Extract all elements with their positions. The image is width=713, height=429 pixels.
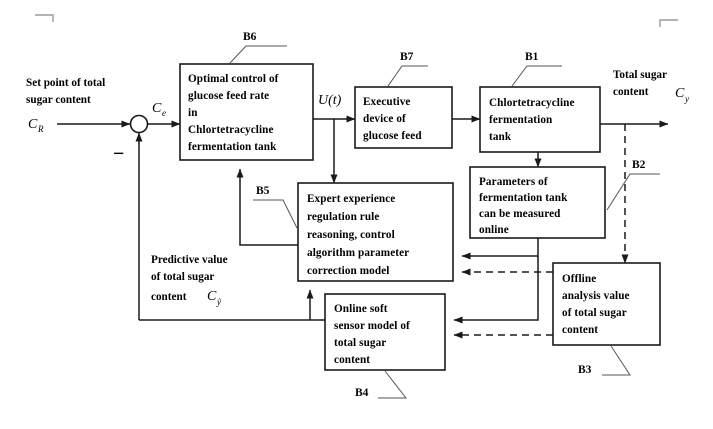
tag-b6-leader: B6 [229,31,287,64]
tag-b2: B2 [632,159,646,171]
label-ce: C [152,101,162,116]
block-b4-line-3: content [334,354,370,366]
block-b7-rect[interactable] [354,86,453,149]
block-b7-line-0: Executive [363,96,411,108]
label-cyhat-sub: ŷ [216,297,221,307]
tag-b4: B4 [355,387,369,399]
label-total-sugar-line1: Total sugar [613,69,667,81]
block-b2-line-3: online [479,224,509,236]
label-cr: C [28,117,38,132]
tag-b6: B6 [243,31,257,43]
block-b4-line-2: total sugar [334,337,386,349]
tag-b2-leader: B2 [606,159,660,211]
block-b1-line-1: fermentation [489,114,553,126]
block-b6-rect[interactable] [179,63,314,161]
block-b3-line-3: content [562,324,598,336]
label-ce-sub: e [162,108,166,118]
label-cy: C [675,86,685,101]
block-b5-line-0: Expert experience [307,193,395,205]
block-b3-line-0: Offline [562,273,596,285]
label-minus-sign: − [113,143,124,165]
summing-junction [129,114,149,134]
label-cr-sub: R [37,124,44,134]
wire-b2-to-b4 [453,256,539,324]
label-predictive-line3: content [151,291,187,303]
block-b7-line-2: glucose feed [363,130,422,142]
block-b5[interactable]: Expert experience regulation rule reason… [297,182,454,282]
tag-b5: B5 [256,185,270,197]
block-b5-line-1: regulation rule [307,211,379,223]
block-b6-line-1: glucose feed rate [188,90,269,102]
block-b7-line-1: device of [363,113,406,125]
block-b6-line-0: Optimal control of [188,73,279,85]
wire-b5-to-b6 [236,168,298,246]
block-b4-line-1: sensor model of [334,320,410,332]
block-b1[interactable]: Chlortetracycline fermentation tank [479,86,601,153]
block-b6[interactable]: Optimal control of glucose feed rate in … [179,63,314,161]
block-b5-rect[interactable] [297,182,454,282]
block-b6-line-4: fermentation tank [188,141,277,153]
block-b6-line-2: in [188,107,198,119]
label-total-sugar-line2: content [613,86,649,98]
label-ut: U(t) [318,93,342,108]
tag-b4-leader: B4 [355,370,408,399]
block-b3[interactable]: Offline analysis value of total sugar co… [552,262,661,346]
tag-b7-leader: B7 [387,51,428,87]
label-cyhat: C [207,289,217,304]
scan-corner-marks [35,14,678,27]
block-b4[interactable]: Online soft sensor model of total sugar … [324,293,446,371]
tag-b5-leader: B5 [253,185,298,229]
label-setpoint-line2: sugar content [26,94,91,106]
block-b2-line-1: fermentation tank [479,192,568,204]
tag-b1-leader: B1 [511,51,562,87]
block-b3-line-2: of total sugar [562,307,627,319]
block-b3-line-1: analysis value [562,290,630,302]
tag-b7: B7 [400,51,414,63]
block-b5-line-2: reasoning, control [307,229,395,241]
block-b4-line-0: Online soft [334,303,388,315]
tag-b3: B3 [578,364,592,376]
block-b2-line-2: can be measured [479,208,561,220]
label-predictive-line2: of total sugar [151,271,214,283]
label-cy-sub: y [684,94,689,104]
wire-b2-to-b5 [461,238,539,260]
block-b7[interactable]: Executive device of glucose feed [354,86,453,149]
block-b1-line-0: Chlortetracycline [489,97,575,109]
block-b1-line-2: tank [489,131,512,143]
block-b4-rect[interactable] [324,293,446,371]
tag-b1: B1 [525,51,539,63]
block-b5-line-4: correction model [307,265,389,277]
block-b1-rect[interactable] [479,86,601,153]
block-b3-rect[interactable] [552,262,661,346]
block-b2-line-0: Parameters of [479,176,548,188]
block-b5-line-3: algorithm parameter [307,247,409,259]
block-b2-rect[interactable] [469,166,606,239]
label-predictive-line1: Predictive value [151,254,228,266]
tag-b3-leader: B3 [578,345,631,376]
label-setpoint-line1: Set point of total [26,77,105,89]
block-b2[interactable]: Parameters of fermentation tank can be m… [469,166,606,239]
block-b6-line-3: Chlortetracycline [188,124,274,136]
